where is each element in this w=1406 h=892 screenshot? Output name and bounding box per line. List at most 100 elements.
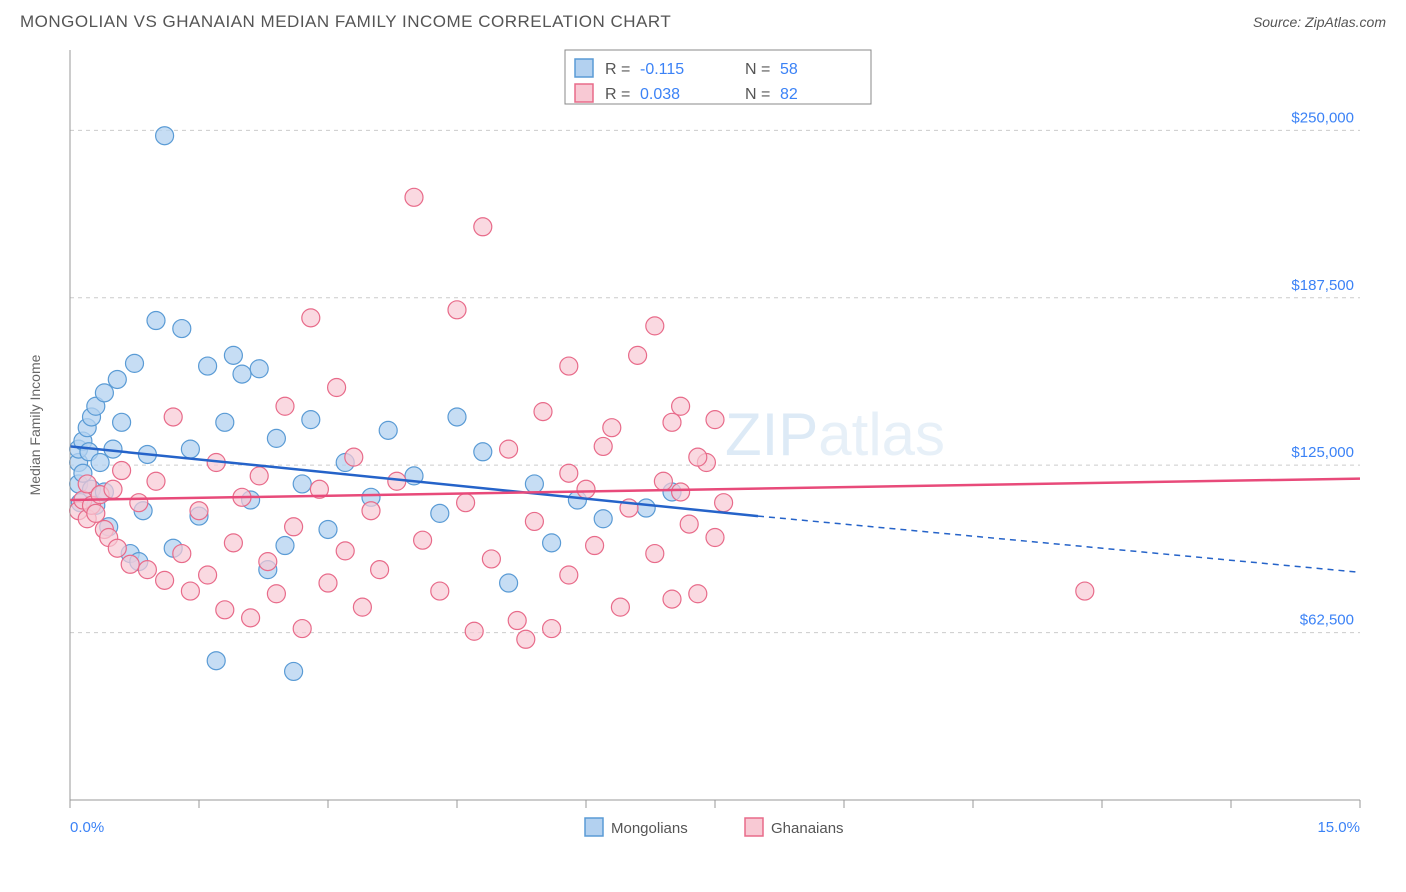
data-point: [113, 462, 131, 480]
data-point: [525, 512, 543, 530]
data-point: [371, 561, 389, 579]
data-point: [646, 317, 664, 335]
y-tick-label: $62,500: [1300, 612, 1354, 629]
data-point: [121, 555, 139, 573]
data-point: [138, 561, 156, 579]
data-point: [126, 354, 144, 372]
data-point: [474, 218, 492, 236]
x-start-label: 0.0%: [70, 819, 104, 836]
data-point: [672, 397, 690, 415]
data-point: [715, 494, 733, 512]
data-point: [474, 443, 492, 461]
data-point: [517, 630, 535, 648]
data-point: [672, 483, 690, 501]
data-point: [293, 620, 311, 638]
data-point: [108, 370, 126, 388]
data-point: [302, 411, 320, 429]
data-point: [250, 467, 268, 485]
data-point: [104, 480, 122, 498]
data-point: [285, 518, 303, 536]
data-point: [482, 550, 500, 568]
data-point: [508, 612, 526, 630]
data-point: [500, 574, 518, 592]
data-point: [276, 537, 294, 555]
chart-container: $62,500$125,000$187,500$250,000ZIPatlas0…: [20, 40, 1386, 880]
data-point: [190, 502, 208, 520]
data-point: [233, 365, 251, 383]
data-point: [242, 609, 260, 627]
data-point: [560, 357, 578, 375]
data-point: [319, 574, 337, 592]
data-point: [654, 472, 672, 490]
data-point: [560, 566, 578, 584]
data-point: [611, 598, 629, 616]
legend-r-label: R =: [605, 61, 630, 78]
data-point: [706, 411, 724, 429]
data-point: [113, 413, 131, 431]
bottom-legend-label: Mongolians: [611, 820, 688, 837]
data-point: [448, 301, 466, 319]
data-point: [224, 346, 242, 364]
data-point: [267, 429, 285, 447]
y-tick-label: $187,500: [1291, 277, 1354, 294]
legend-n-value: 82: [780, 86, 798, 103]
data-point: [181, 582, 199, 600]
chart-title: MONGOLIAN VS GHANAIAN MEDIAN FAMILY INCO…: [20, 12, 671, 32]
data-point: [560, 464, 578, 482]
data-point: [130, 494, 148, 512]
data-point: [181, 440, 199, 458]
data-point: [362, 502, 380, 520]
legend-r-label: R =: [605, 86, 630, 103]
legend-r-value: 0.038: [640, 86, 680, 103]
data-point: [603, 419, 621, 437]
bottom-legend-swatch: [745, 818, 763, 836]
legend-n-label: N =: [745, 61, 770, 78]
data-point: [663, 590, 681, 608]
data-point: [164, 408, 182, 426]
data-point: [87, 504, 105, 522]
data-point: [199, 566, 217, 584]
data-point: [108, 539, 126, 557]
y-tick-label: $125,000: [1291, 444, 1354, 461]
source-label: Source: ZipAtlas.com: [1253, 14, 1386, 30]
data-point: [173, 545, 191, 563]
data-point: [216, 601, 234, 619]
data-point: [267, 585, 285, 603]
data-point: [637, 499, 655, 517]
data-point: [629, 346, 647, 364]
y-axis-label: Median Family Income: [27, 354, 43, 495]
data-point: [216, 413, 234, 431]
data-point: [250, 360, 268, 378]
source-prefix: Source:: [1253, 14, 1305, 30]
data-point: [594, 510, 612, 528]
data-point: [147, 312, 165, 330]
data-point: [405, 188, 423, 206]
data-point: [345, 448, 363, 466]
data-point: [285, 662, 303, 680]
data-point: [91, 454, 109, 472]
data-point: [319, 520, 337, 538]
data-point: [156, 127, 174, 145]
data-point: [336, 542, 354, 560]
data-point: [689, 448, 707, 466]
x-end-label: 15.0%: [1317, 819, 1360, 836]
data-point: [500, 440, 518, 458]
legend-n-label: N =: [745, 86, 770, 103]
chart-header: MONGOLIAN VS GHANAIAN MEDIAN FAMILY INCO…: [0, 0, 1406, 40]
data-point: [1076, 582, 1094, 600]
legend-swatch: [575, 84, 593, 102]
data-point: [328, 379, 346, 397]
data-point: [706, 529, 724, 547]
data-point: [457, 494, 475, 512]
data-point: [414, 531, 432, 549]
data-point: [594, 437, 612, 455]
legend-r-value: -0.115: [640, 61, 684, 78]
data-point: [207, 652, 225, 670]
data-point: [525, 475, 543, 493]
data-point: [199, 357, 217, 375]
data-point: [173, 320, 191, 338]
data-point: [646, 545, 664, 563]
data-point: [543, 620, 561, 638]
data-point: [534, 403, 552, 421]
y-tick-label: $250,000: [1291, 109, 1354, 126]
